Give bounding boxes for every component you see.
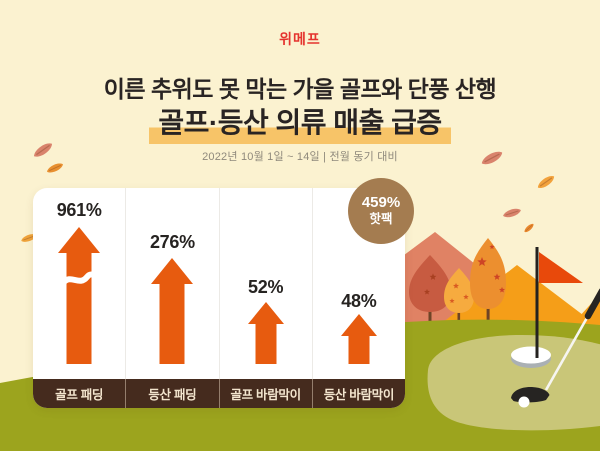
autumn-tree-icon [409, 238, 506, 334]
chart-columns: 961% 276% 52% 48% [33, 188, 405, 379]
value-label: 276% [149, 232, 195, 252]
putting-green [427, 334, 600, 431]
growth-arrow-icon [58, 227, 101, 364]
subtitle-row: 골프·등산 의류 매출 급증 [0, 101, 600, 144]
category-label: 등산 바람막이 [311, 379, 405, 408]
badge-label: 핫팩 [369, 212, 393, 227]
golf-hole [511, 346, 551, 368]
subtitle-highlight: 골프·등산 의류 매출 급증 [149, 101, 451, 144]
value-label: 52% [248, 277, 284, 297]
falling-leaf-icon [501, 206, 523, 220]
hotpack-badge: 459% 핫팩 [348, 178, 414, 244]
category-label: 골프 패딩 [55, 388, 104, 402]
category-label: 골프 바람막이 [218, 379, 312, 408]
growth-arrow-icon [247, 302, 284, 364]
value-label: 961% [56, 200, 102, 220]
chart-column-hiking-windbreaker: 48% [311, 188, 405, 379]
chart-column-golf-windbreaker: 52% [218, 188, 312, 379]
wemakeprice-logo: 위메프 [279, 31, 321, 47]
headline: 이른 추위도 못 막는 가을 골프와 단풍 산행 [103, 76, 497, 102]
golf-flag-icon [535, 247, 583, 358]
badge-value: 459% [361, 193, 401, 211]
value-label: 48% [341, 291, 377, 311]
chart-column-golf-padding: 961% [33, 188, 125, 379]
category-label: 등산 패딩 [125, 379, 218, 408]
growth-arrow-icon [340, 314, 377, 364]
golf-ball [518, 396, 530, 408]
falling-leaf-icon [522, 221, 536, 235]
category-bar: 골프 패딩 등산 패딩 골프 바람막이 등산 바람막이 [33, 379, 405, 408]
chart-column-hiking-padding: 276% [125, 188, 218, 379]
growth-arrow-icon [151, 258, 194, 364]
falling-leaf-icon [535, 172, 557, 192]
chart-card: 961% 276% 52% 48% [33, 188, 405, 408]
period-note: 2022년 10월 1일 ~ 14일 | 전월 동기 대비 [202, 151, 398, 163]
axis-break-mark [60, 271, 99, 286]
